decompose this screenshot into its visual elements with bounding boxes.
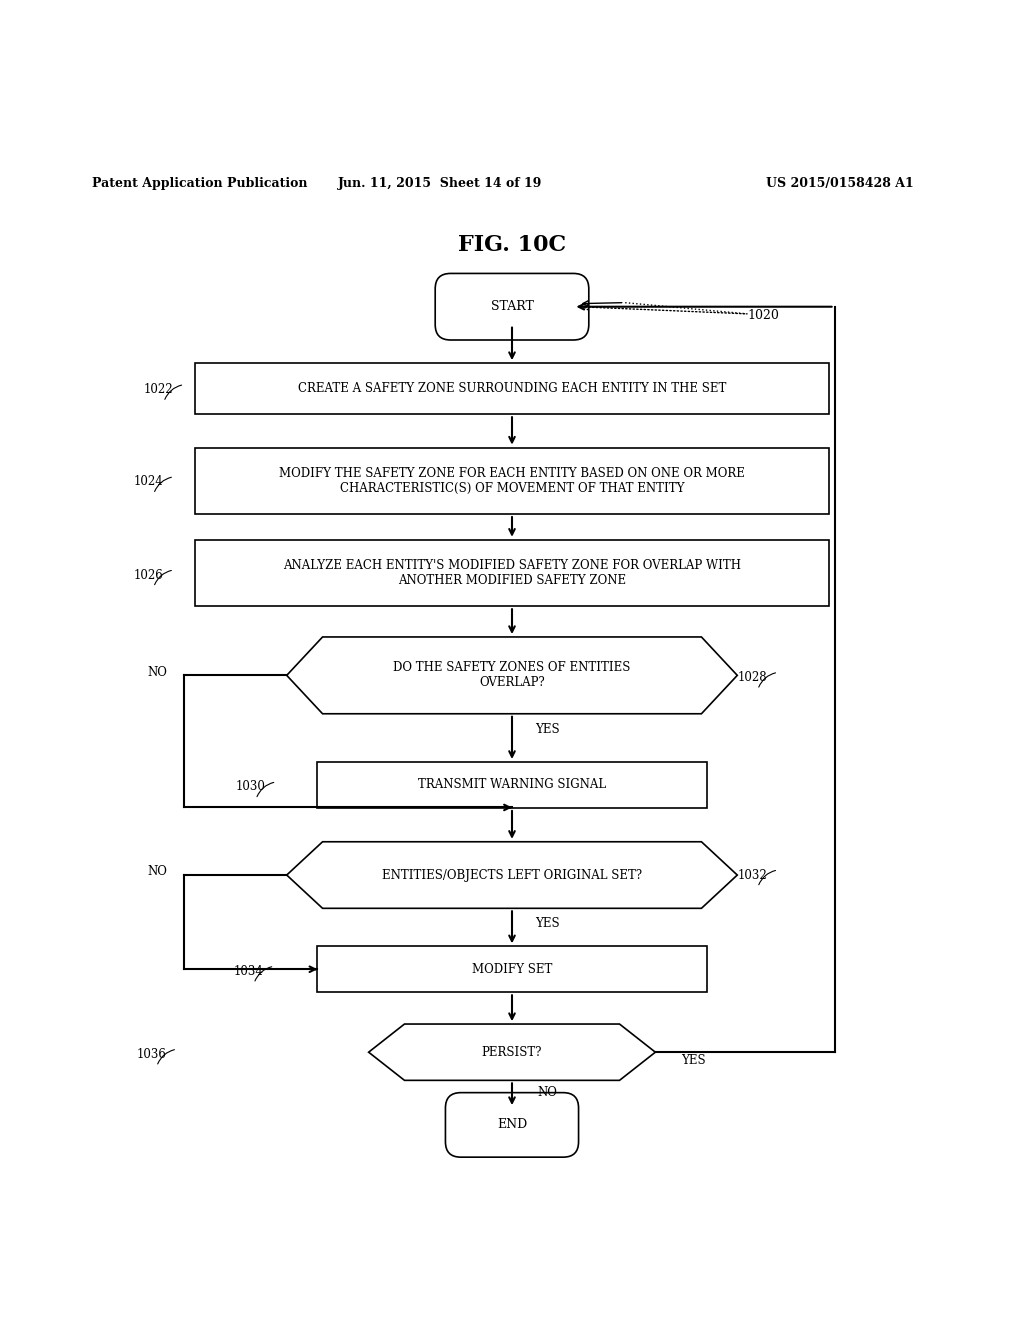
- Text: CREATE A SAFETY ZONE SURROUNDING EACH ENTITY IN THE SET: CREATE A SAFETY ZONE SURROUNDING EACH EN…: [298, 383, 726, 395]
- FancyBboxPatch shape: [435, 273, 589, 341]
- Text: 1020: 1020: [748, 309, 779, 322]
- Bar: [195, 363, 829, 414]
- Text: 1034: 1034: [233, 965, 264, 978]
- Text: ANALYZE EACH ENTITY'S MODIFIED SAFETY ZONE FOR OVERLAP WITH
ANOTHER MODIFIED SAF: ANALYZE EACH ENTITY'S MODIFIED SAFETY ZO…: [283, 558, 741, 587]
- Polygon shape: [287, 638, 737, 714]
- Bar: [317, 762, 707, 808]
- Polygon shape: [369, 1024, 655, 1080]
- Text: 1036: 1036: [136, 1048, 167, 1061]
- Text: NO: NO: [147, 665, 167, 678]
- Text: 1032: 1032: [737, 869, 768, 882]
- Bar: [195, 447, 829, 513]
- Text: START: START: [490, 300, 534, 313]
- Text: MODIFY THE SAFETY ZONE FOR EACH ENTITY BASED ON ONE OR MORE
CHARACTERISTIC(S) OF: MODIFY THE SAFETY ZONE FOR EACH ENTITY B…: [280, 467, 744, 495]
- Text: NO: NO: [147, 866, 167, 879]
- Text: US 2015/0158428 A1: US 2015/0158428 A1: [766, 177, 913, 190]
- Bar: [195, 540, 829, 606]
- Text: 1024: 1024: [133, 475, 164, 488]
- Text: 1022: 1022: [144, 383, 173, 396]
- Text: ENTITIES/OBJECTS LEFT ORIGINAL SET?: ENTITIES/OBJECTS LEFT ORIGINAL SET?: [382, 869, 642, 882]
- FancyBboxPatch shape: [445, 1093, 579, 1158]
- Bar: [317, 946, 707, 993]
- Text: Patent Application Publication: Patent Application Publication: [92, 177, 307, 190]
- Text: 1026: 1026: [133, 569, 164, 582]
- Text: PERSIST?: PERSIST?: [481, 1045, 543, 1059]
- Text: 1030: 1030: [236, 780, 266, 793]
- Text: END: END: [497, 1118, 527, 1131]
- Text: TRANSMIT WARNING SIGNAL: TRANSMIT WARNING SIGNAL: [418, 779, 606, 792]
- Text: YES: YES: [536, 723, 560, 737]
- Text: Jun. 11, 2015  Sheet 14 of 19: Jun. 11, 2015 Sheet 14 of 19: [338, 177, 543, 190]
- Text: 1028: 1028: [738, 671, 767, 684]
- Text: NO: NO: [538, 1085, 558, 1098]
- Text: YES: YES: [681, 1053, 706, 1067]
- Polygon shape: [287, 842, 737, 908]
- Text: MODIFY SET: MODIFY SET: [472, 962, 552, 975]
- Text: DO THE SAFETY ZONES OF ENTITIES
OVERLAP?: DO THE SAFETY ZONES OF ENTITIES OVERLAP?: [393, 661, 631, 689]
- Text: YES: YES: [536, 916, 560, 929]
- Text: FIG. 10C: FIG. 10C: [458, 234, 566, 256]
